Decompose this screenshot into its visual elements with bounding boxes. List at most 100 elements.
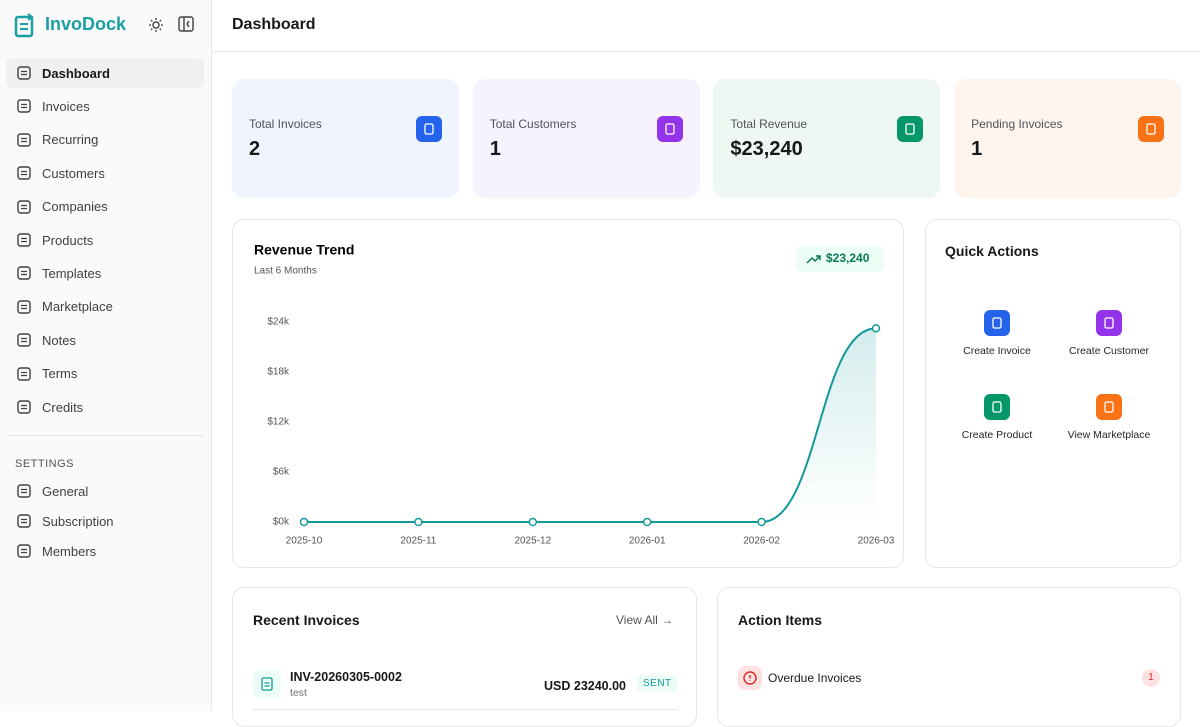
nav-label[interactable]: Members [42,543,97,559]
x-tick-label: 2025-12 [514,536,551,547]
nav-item[interactable]: Dashboard [6,58,204,88]
icon-shape [17,266,31,281]
x-tick-label: 2026-01 [629,536,666,547]
nav-label[interactable]: Credits [42,399,84,415]
icon-glyph [905,123,916,135]
icon-shape [17,544,31,558]
nav-label[interactable]: Marketplace [42,299,113,315]
nav-item[interactable]: General [6,476,204,506]
nav-icon [17,266,31,281]
icon-shape [665,123,675,135]
invoice-amount: USD 23240.00 [544,679,627,693]
point [528,517,538,527]
x-tick-label: 2026-02 [743,536,780,547]
point [299,517,309,527]
nav-label[interactable]: Customers [42,165,105,181]
icon-shape [21,204,27,209]
quick-action-icon[interactable] [984,394,1010,420]
nav-label[interactable]: Recurring [42,132,99,148]
icon-shape [17,233,31,247]
nav-label[interactable]: Subscription [42,513,114,529]
icon-shape [1104,401,1114,413]
nav-label[interactable]: Dashboard [42,65,110,81]
y-tick-label: $24k [267,317,290,328]
recent-invoices-title: Recent Invoices [253,612,360,628]
quick-action-label[interactable]: Create Product [961,429,1033,441]
nav-item[interactable]: Templates [6,258,204,288]
icon-shape [17,99,31,114]
stat-value: $23,240 [730,138,803,160]
nav-item[interactable]: Companies [6,192,204,222]
stat-card: Total Invoices 2 [232,79,459,198]
icon-shape [905,123,916,135]
nav-item[interactable]: Marketplace [6,292,204,322]
point [414,517,423,527]
icon-glyph [1146,123,1156,135]
nav-icon [17,199,31,214]
nav-label[interactable]: Notes [42,332,76,348]
point [871,324,881,333]
y-tick-label: $12k [267,417,290,428]
brand: InvoDock [45,14,127,34]
quick-action-label[interactable]: View Marketplace [1067,429,1151,441]
icon-shape [21,371,27,376]
recent-invoices-card: Recent Invoices View All → INV-20260305-… [232,587,697,727]
sidebar: InvoDock SETTINGS Dashboard Invoices Recur… [0,0,212,711]
stat-icon [897,116,924,142]
stat-card: Total Customers 1 [472,79,700,198]
badge-text: $23,240 [826,251,870,265]
nav-item[interactable]: Credits [6,392,204,422]
icon-shape [21,304,27,309]
nav-item[interactable]: Recurring [6,125,204,155]
nav-label[interactable]: Terms [42,366,78,382]
icon-shape [21,488,27,494]
nav-item[interactable]: Invoices [6,91,204,121]
nav-item[interactable]: Terms [6,359,204,389]
icon-shape [992,401,1002,413]
nav-label[interactable]: Products [42,232,94,248]
y-tick-label: $18k [267,367,290,378]
nav-item[interactable]: Products [6,225,204,255]
nav-icon [17,233,31,247]
quick-action-icon[interactable] [1096,394,1122,420]
stat-label: Total Revenue [730,117,808,131]
quick-action-icon[interactable] [984,310,1010,336]
view-all-text[interactable]: View All [616,613,658,627]
icon-shape [17,166,31,180]
stat-label: Total Customers [489,117,577,131]
y-tick-label: $6k [273,467,290,478]
icon-shape [17,66,31,80]
nav-item[interactable]: Customers [6,158,204,188]
icon-shape [21,338,27,343]
collapse-button[interactable] [178,16,194,32]
quick-action-label[interactable]: Create Invoice [963,345,1031,357]
nav-item[interactable]: Notes [6,325,204,355]
view-all[interactable]: View All → [616,613,674,627]
nav-icon [17,99,31,114]
quick-action-icon[interactable] [1096,310,1122,336]
chart: Revenue Trend Last 6 Months $23,240 $0k $… [254,242,895,547]
icon-shape [1104,317,1114,329]
logo [14,13,34,38]
nav-item[interactable]: Subscription [6,506,204,536]
invoice-icon [253,670,281,698]
page-title: Dashboard [232,16,316,33]
y-tick-label: $0k [273,517,290,528]
icon-shape [17,300,31,314]
nav-label[interactable]: Invoices [42,98,90,114]
area [304,328,876,522]
nav-item[interactable]: Members [6,536,204,566]
invoice-number[interactable]: INV-20260305-0002 [290,670,402,684]
nav-label[interactable]: Templates [42,265,102,281]
nav-label[interactable]: General [42,483,89,499]
icon-shape [424,123,434,135]
x-tick-label: 2026-03 [858,536,895,547]
invoice-customer: test [290,687,307,699]
chart-title: Revenue Trend [254,242,354,258]
quick-action-label[interactable]: Create Customer [1069,345,1149,357]
theme-toggle[interactable] [148,17,164,33]
action-item-label[interactable]: Overdue Invoices [768,671,862,685]
x-tick-label: 2025-10 [286,536,323,547]
nav-label[interactable]: Companies [42,199,108,215]
